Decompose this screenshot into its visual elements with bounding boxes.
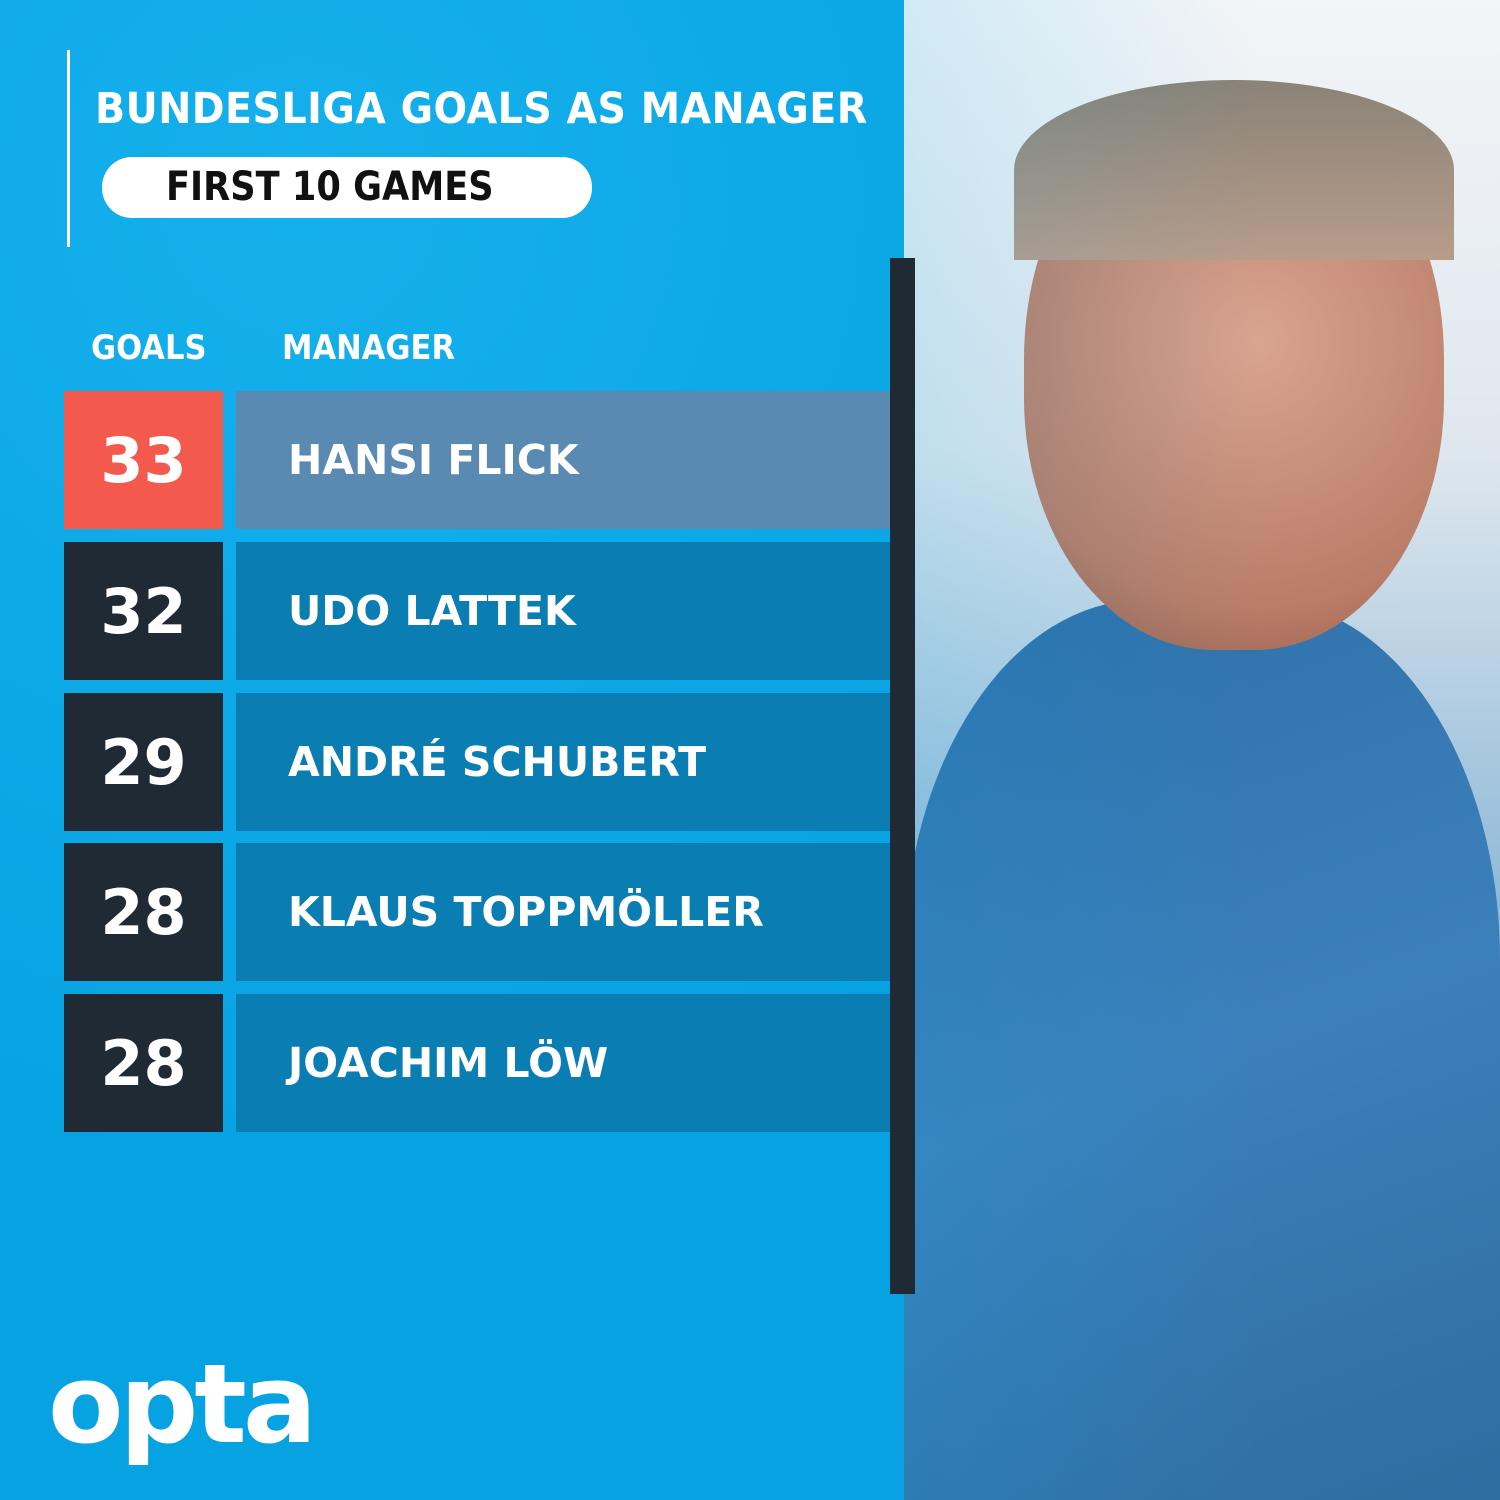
opta-logo: opta <box>48 1340 317 1468</box>
hair <box>1014 80 1454 260</box>
manager-name: KLAUS TOPPMÖLLER <box>236 843 890 981</box>
goals-value: 28 <box>64 994 223 1132</box>
table-row: 32 UDO LATTEK <box>64 542 890 680</box>
manager-name: JOACHIM LÖW <box>236 994 890 1132</box>
manager-photo <box>904 0 1500 1500</box>
divider-bar <box>890 258 915 1294</box>
manager-header: MANAGER <box>282 328 456 368</box>
goals-value: 29 <box>64 693 223 831</box>
goals-value: 32 <box>64 542 223 680</box>
subtitle: FIRST 10 GAMES <box>166 164 494 210</box>
subtitle-pill: FIRST 10 GAMES <box>102 157 592 218</box>
chart-title: BUNDESLIGA GOALS AS MANAGER <box>95 84 868 134</box>
table-row: 29 ANDRÉ SCHUBERT <box>64 693 890 831</box>
goals-header: GOALS <box>91 328 207 368</box>
table-row: 28 JOACHIM LÖW <box>64 994 890 1132</box>
manager-name: HANSI FLICK <box>236 391 890 529</box>
manager-name: UDO LATTEK <box>236 542 890 680</box>
jacket <box>904 600 1500 1500</box>
title-accent-line <box>67 50 70 247</box>
manager-name: ANDRÉ SCHUBERT <box>236 693 890 831</box>
goals-value: 28 <box>64 843 223 981</box>
table-row: 33 HANSI FLICK <box>64 391 890 529</box>
table-row: 28 KLAUS TOPPMÖLLER <box>64 843 890 981</box>
goals-value: 33 <box>64 391 223 529</box>
